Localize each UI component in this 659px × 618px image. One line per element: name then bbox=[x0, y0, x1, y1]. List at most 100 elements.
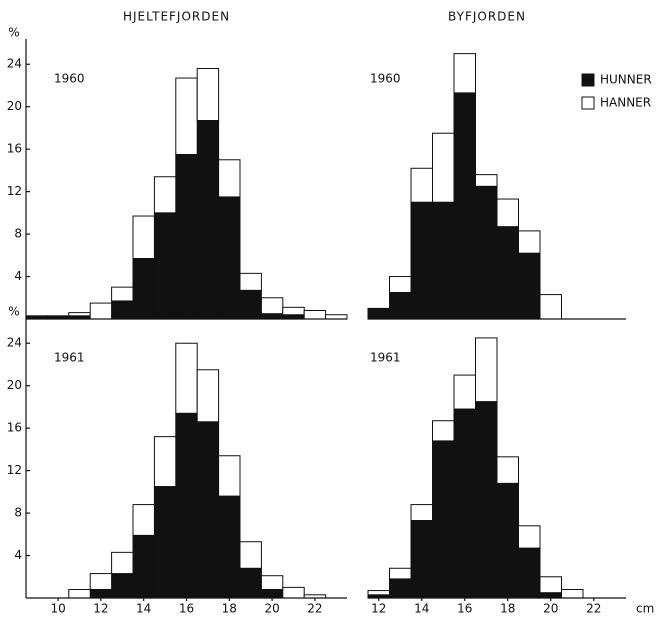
histogram-bar bbox=[410, 201, 433, 320]
histogram-bar bbox=[475, 337, 498, 403]
x-tick-label: 16 bbox=[179, 602, 194, 616]
y-tick-label: 24 bbox=[7, 336, 22, 350]
histogram-bar bbox=[260, 313, 284, 320]
histogram-bar bbox=[218, 455, 241, 497]
y-tick-label: 16 bbox=[7, 142, 22, 156]
histogram-bar bbox=[239, 567, 262, 599]
histogram-bar bbox=[68, 589, 91, 599]
x-tick-label: 18 bbox=[500, 602, 515, 616]
histogram-bar bbox=[367, 590, 390, 596]
histogram-bar bbox=[218, 495, 241, 599]
histogram-bar bbox=[432, 420, 455, 442]
histogram-bar bbox=[196, 421, 220, 599]
histogram-bar bbox=[539, 592, 562, 599]
histogram-bar bbox=[518, 525, 541, 549]
y-tick-label: 12 bbox=[7, 184, 22, 198]
histogram-bar bbox=[132, 534, 155, 599]
histogram-bar bbox=[518, 547, 541, 599]
histogram-bar bbox=[389, 276, 412, 293]
panel-title: BYFJORDEN bbox=[448, 10, 526, 24]
histogram-bar bbox=[389, 567, 412, 580]
histogram-bar bbox=[539, 294, 562, 320]
x-tick-label: 18 bbox=[222, 602, 237, 616]
histogram-bar bbox=[175, 342, 198, 414]
x-tick-label: 14 bbox=[414, 602, 429, 616]
legend-label: HANNER bbox=[600, 96, 651, 110]
histogram-bar bbox=[496, 456, 519, 484]
histogram-bar bbox=[196, 369, 220, 423]
panel-year: 1961 bbox=[370, 351, 401, 365]
histogram-bar bbox=[367, 307, 390, 320]
x-tick-label: 10 bbox=[50, 602, 65, 616]
histogram-bar bbox=[239, 541, 262, 569]
histogram-bar bbox=[539, 576, 562, 594]
histogram-bar bbox=[475, 185, 498, 320]
histogram-bar bbox=[239, 272, 262, 291]
y-axis-label: % bbox=[8, 305, 19, 319]
y-tick-label: 4 bbox=[14, 548, 22, 562]
histogram-bar bbox=[453, 53, 476, 94]
histogram-bar bbox=[410, 167, 433, 203]
histogram-bar bbox=[196, 67, 220, 121]
panel-title: HJELTEFJORDEN bbox=[123, 10, 230, 24]
histogram-bar bbox=[218, 159, 241, 198]
y-tick-label: 20 bbox=[7, 378, 22, 392]
x-tick-label: 14 bbox=[136, 602, 151, 616]
y-tick-label: 8 bbox=[14, 227, 22, 241]
histogram-bar bbox=[89, 302, 113, 320]
histogram-bar bbox=[518, 252, 541, 320]
histogram-bar bbox=[132, 504, 155, 536]
x-tick-label: 12 bbox=[93, 602, 108, 616]
histogram-bar bbox=[132, 215, 155, 259]
histogram-bar bbox=[282, 306, 305, 316]
panel-year: 1960 bbox=[370, 72, 401, 86]
histogram-bar bbox=[325, 314, 348, 320]
histogram-bar bbox=[282, 586, 305, 599]
histogram-bar bbox=[389, 291, 412, 320]
histogram-bar bbox=[175, 77, 198, 155]
x-tick-label: 22 bbox=[307, 602, 322, 616]
y-axis-label: % bbox=[8, 26, 19, 40]
histogram-bar bbox=[453, 92, 476, 320]
x-tick-label: 12 bbox=[371, 602, 386, 616]
histogram-bar bbox=[239, 289, 262, 320]
y-tick-label: 24 bbox=[7, 57, 22, 71]
histogram-bar bbox=[518, 230, 541, 254]
histogram-bar bbox=[153, 486, 177, 599]
histogram-bar bbox=[432, 201, 455, 320]
histogram-bar bbox=[475, 401, 498, 599]
panel-year: 1960 bbox=[54, 72, 85, 86]
y-tick-label: 20 bbox=[7, 99, 22, 113]
panel-year: 1961 bbox=[54, 351, 85, 365]
histogram-bar bbox=[89, 573, 113, 591]
y-tick-label: 12 bbox=[7, 463, 22, 477]
histogram-bar bbox=[153, 436, 177, 488]
histogram-bar bbox=[111, 286, 134, 302]
histogram-bar bbox=[453, 408, 476, 599]
histogram-bar bbox=[132, 257, 155, 320]
histogram-bar bbox=[432, 132, 455, 203]
histogram-bar bbox=[389, 578, 412, 599]
histogram-bar bbox=[153, 176, 177, 214]
histogram-bar bbox=[111, 551, 134, 575]
histogram-bar bbox=[496, 198, 519, 228]
x-tick-label: 22 bbox=[586, 602, 601, 616]
x-tick-label: 16 bbox=[457, 602, 472, 616]
histogram-bar bbox=[303, 310, 327, 320]
histogram-bar bbox=[218, 196, 241, 320]
histogram-bar bbox=[260, 297, 284, 315]
histogram-bar bbox=[111, 300, 134, 320]
x-tick-label: 20 bbox=[543, 602, 558, 616]
histogram-bar bbox=[260, 589, 284, 599]
histogram-bar bbox=[196, 119, 220, 320]
histogram-bar bbox=[475, 174, 498, 187]
histogram-bar bbox=[561, 589, 584, 599]
histogram-bar bbox=[496, 482, 519, 599]
histogram-bar bbox=[410, 520, 433, 599]
histogram-bar bbox=[68, 312, 91, 317]
y-tick-label: 16 bbox=[7, 421, 22, 435]
histogram-bar bbox=[432, 440, 455, 599]
histogram-bar bbox=[496, 226, 519, 320]
x-axis-label: cm bbox=[636, 602, 654, 616]
